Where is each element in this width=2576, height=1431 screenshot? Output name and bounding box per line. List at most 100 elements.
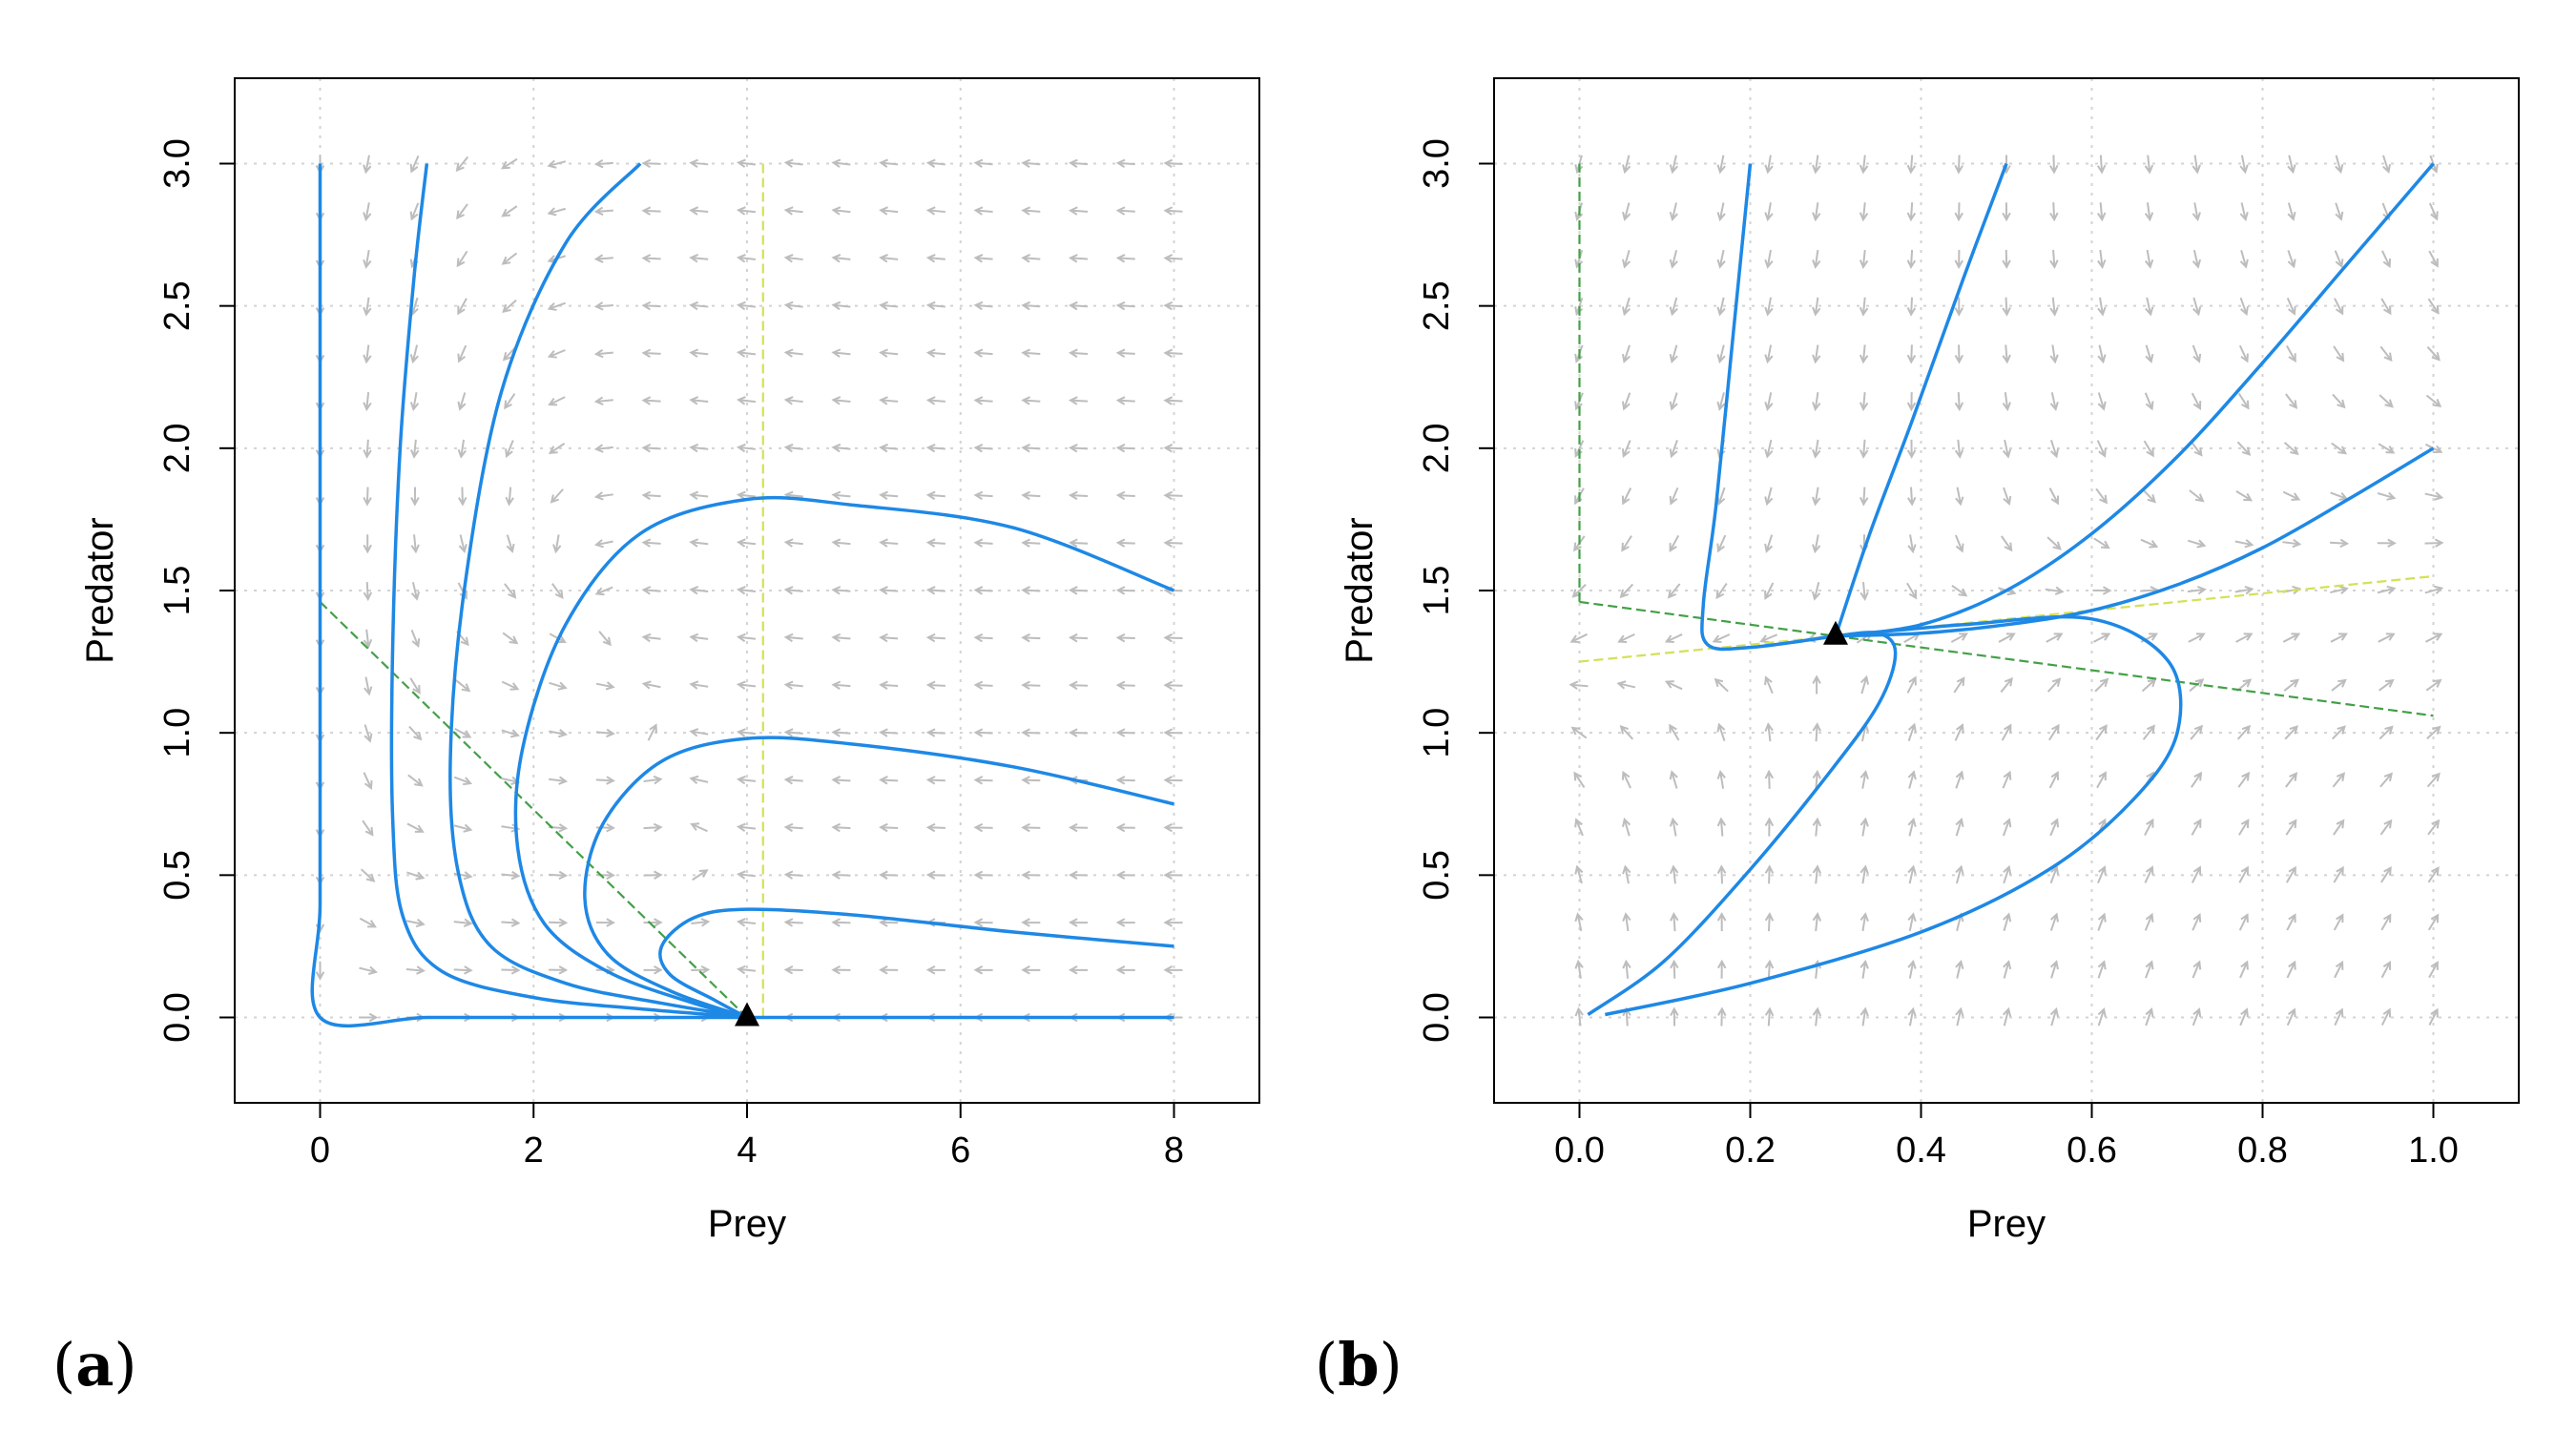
- x-tick-label: 0: [310, 1130, 330, 1171]
- field-arrow: [1115, 776, 1135, 785]
- field-arrow: [593, 444, 613, 453]
- field-arrow: [736, 538, 757, 548]
- field-arrow: [1021, 443, 1041, 453]
- field-arrow: [2287, 202, 2296, 221]
- field-arrow: [2234, 539, 2254, 549]
- x-tick-label: 6: [950, 1130, 970, 1171]
- field-arrow: [2049, 202, 2059, 222]
- field-arrow: [925, 443, 945, 453]
- field-arrow: [457, 439, 467, 459]
- field-arrow: [2097, 1006, 2107, 1027]
- field-arrow: [1764, 297, 1774, 317]
- field-arrow: [2048, 487, 2060, 506]
- field-arrow: [506, 534, 515, 553]
- field-arrow: [405, 965, 426, 975]
- field-arrow: [363, 629, 373, 649]
- field-arrow: [2426, 346, 2441, 362]
- panel-a: 0 2 4 6 8 0.0 0.5 1.0 1.5 2.0 2.5 3.0 Prey Predator: [79, 77, 1260, 1245]
- field-arrow: [1764, 487, 1774, 507]
- field-arrow: [1163, 918, 1183, 927]
- field-arrow: [2049, 1006, 2059, 1027]
- field-arrow: [1859, 864, 1869, 884]
- field-arrow: [2049, 818, 2060, 837]
- field-arrow: [1115, 586, 1135, 595]
- field-arrow: [831, 206, 851, 216]
- field-arrow: [1670, 911, 1679, 932]
- field-arrow: [641, 586, 661, 595]
- field-arrow: [1621, 392, 1631, 411]
- field-arrow: [973, 301, 993, 311]
- field-arrow: [2426, 725, 2441, 740]
- field-arrow: [1812, 722, 1821, 742]
- field-arrow: [973, 776, 993, 785]
- field-arrow: [1812, 487, 1821, 507]
- field-arrow: [1715, 582, 1728, 600]
- field-arrow: [2424, 491, 2444, 501]
- field-arrow: [1669, 249, 1678, 269]
- field-arrow: [549, 965, 569, 975]
- field-arrow: [2286, 960, 2296, 979]
- field-arrow: [1617, 633, 1635, 644]
- field-arrow: [363, 202, 372, 222]
- field-arrow: [691, 964, 711, 975]
- field-arrow: [641, 254, 661, 263]
- field-arrow: [879, 870, 899, 880]
- field-arrow: [879, 348, 899, 358]
- trajectory-5: [513, 495, 1175, 1020]
- field-arrow: [973, 490, 993, 501]
- field-arrow: [879, 822, 899, 833]
- field-arrow: [1716, 202, 1726, 222]
- field-arrow: [2428, 1007, 2439, 1026]
- field-arrow: [1764, 439, 1774, 459]
- field-arrow: [2239, 297, 2249, 317]
- field-arrow: [2286, 1007, 2296, 1027]
- field-arrow: [1764, 202, 1774, 222]
- field-arrow: [1906, 297, 1917, 317]
- field-arrow: [1812, 534, 1821, 554]
- field-arrow: [1714, 677, 1729, 693]
- field-arrow: [2049, 439, 2059, 459]
- field-arrow: [457, 392, 467, 411]
- field-arrow: [1716, 722, 1726, 742]
- field-arrow: [1068, 633, 1089, 643]
- field-arrow: [1764, 534, 1774, 553]
- field-arrow: [879, 538, 899, 548]
- field-arrow: [689, 396, 709, 405]
- x-tick-label: 0.6: [2067, 1130, 2117, 1171]
- field-arrow: [1907, 817, 1917, 837]
- field-arrow: [595, 822, 615, 833]
- field-arrow: [505, 487, 514, 507]
- field-arrow: [1859, 674, 1870, 695]
- y-tick-label: 3.0: [1417, 138, 1457, 189]
- field-arrow: [2282, 633, 2301, 643]
- field-arrow: [1669, 817, 1679, 837]
- field-arrow: [973, 822, 993, 833]
- field-arrow: [2002, 344, 2011, 364]
- field-arrow: [453, 918, 473, 927]
- field-arrow: [736, 870, 757, 880]
- field-arrow: [2192, 155, 2201, 175]
- field-arrow: [641, 680, 661, 690]
- field-arrow: [1859, 344, 1869, 364]
- field-arrow: [2189, 678, 2205, 693]
- field-arrow: [783, 918, 803, 927]
- field-arrow: [363, 249, 372, 269]
- field-arrow: [453, 776, 473, 786]
- field-arrow: [973, 680, 993, 691]
- field-arrow: [1907, 770, 1917, 789]
- field-arrow: [1622, 155, 1631, 175]
- equilibrium-marker: [1823, 620, 1848, 645]
- field-arrow: [2192, 297, 2202, 317]
- field-arrow: [2334, 298, 2344, 316]
- field-arrow: [453, 871, 473, 881]
- field-arrow: [2045, 586, 2065, 596]
- field-arrow: [2428, 202, 2439, 221]
- field-arrow: [925, 728, 945, 737]
- y-tick-label: 2.5: [157, 280, 197, 331]
- panel-b: 0.0 0.2 0.4 0.6 0.8 1.0 0.0 0.5 1.0 1.5 2.0 2.5 3.0 P…: [1339, 77, 2520, 1245]
- field-arrow: [2049, 864, 2059, 884]
- field-arrow: [500, 157, 518, 170]
- field-arrow: [641, 443, 661, 453]
- field-arrow: [831, 301, 851, 311]
- field-arrow: [689, 633, 709, 643]
